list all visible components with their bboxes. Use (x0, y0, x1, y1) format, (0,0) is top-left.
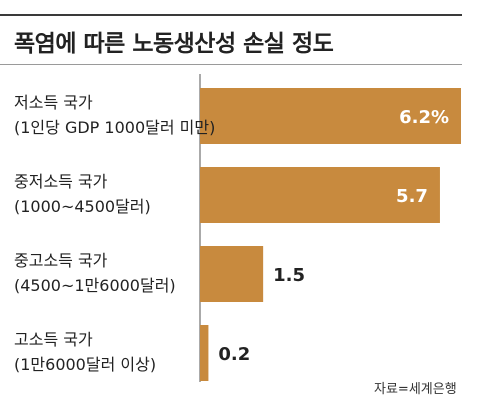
source-note: 자료=세계은행 (374, 382, 457, 397)
bar-2 (200, 246, 264, 302)
value-label-3: 0.2 (218, 344, 250, 365)
category-label-0: 저소득 국가 (14, 93, 93, 112)
value-label-2: 1.5 (273, 265, 305, 286)
category-sublabel-2: (4500~1만6000달러) (14, 276, 176, 295)
title-rule (0, 64, 462, 65)
bar-0 (200, 88, 461, 144)
category-sublabel-1: (1000~4500달러) (14, 197, 151, 216)
category-label-2: 중고소득 국가 (14, 251, 108, 270)
chart-title: 폭염에 따른 노동생산성 손실 정도 (14, 31, 334, 57)
category-label-1: 중저소득 국가 (14, 172, 108, 191)
category-sublabel-3: (1만6000달러 이상) (14, 355, 156, 374)
top-rule (0, 14, 462, 16)
category-label-3: 고소득 국가 (14, 330, 93, 349)
value-label-1: 5.7 (396, 186, 428, 207)
bar-3 (200, 325, 209, 381)
value-label-0: 6.2% (399, 107, 449, 128)
category-sublabel-0: (1인당 GDP 1000달러 미만) (14, 118, 215, 137)
bars-group: 저소득 국가 (1인당 GDP 1000달러 미만) 6.2% 중저소득 국가 (100… (14, 88, 461, 381)
bar-1 (200, 167, 440, 223)
